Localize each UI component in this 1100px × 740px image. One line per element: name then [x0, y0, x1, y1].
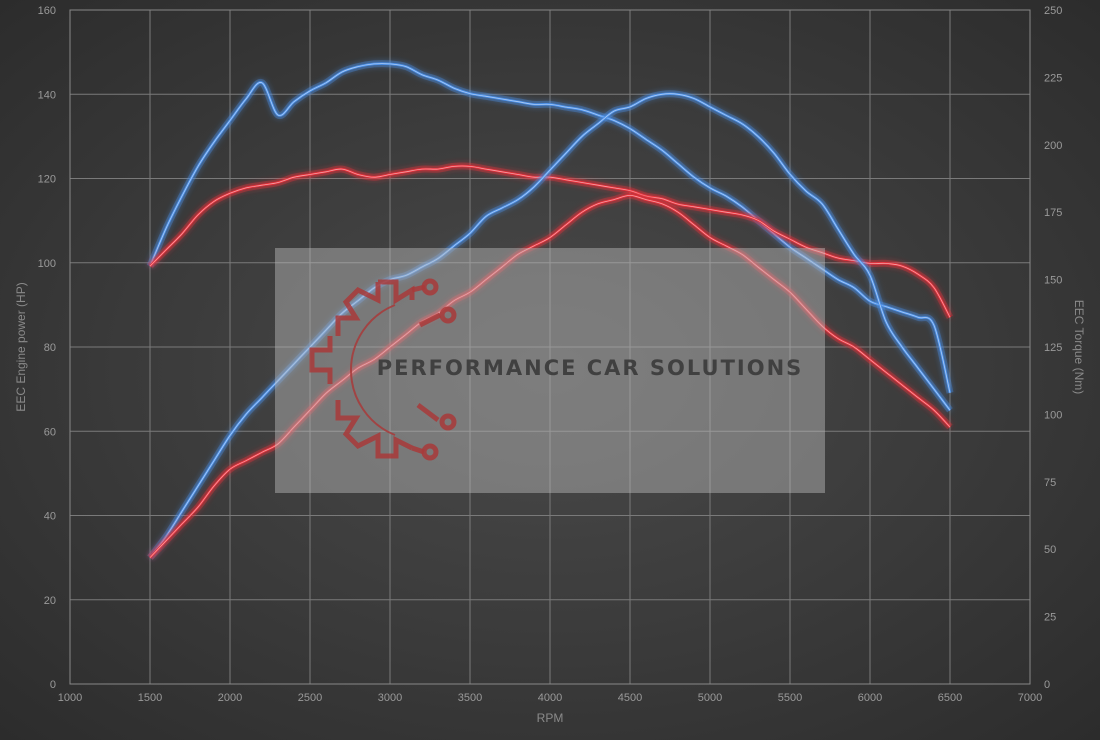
- series-line-3: [147, 90, 953, 560]
- y-right-tick-label: 0: [1044, 679, 1050, 691]
- series-highlight: [149, 63, 951, 393]
- x-tick-label: 5500: [778, 692, 802, 704]
- series-highlight: [149, 194, 951, 558]
- y-left-tick-labels: 0 20 40 60 80 100 120 140 160: [38, 5, 56, 691]
- plot-frame: [69, 9, 1031, 685]
- x-tick-label: 6500: [938, 692, 962, 704]
- series-highlight: [149, 165, 951, 318]
- gear-logo-icon: [309, 278, 457, 461]
- y-left-tick-label: 140: [38, 89, 56, 101]
- watermark-panel: [275, 248, 825, 493]
- y-left-tick-label: 40: [44, 511, 56, 523]
- y-right-tick-label: 100: [1044, 409, 1062, 421]
- y-left-tick-label: 80: [44, 342, 56, 354]
- y-right-axis-title: EEC Torque (Nm): [1072, 300, 1086, 394]
- y-right-tick-label: 50: [1044, 544, 1056, 556]
- x-tick-label: 2500: [298, 692, 322, 704]
- y-right-tick-labels: 0 25 50 75 100 125 150 175 200 225 250: [1044, 5, 1062, 691]
- y-left-tick-label: 60: [44, 426, 56, 438]
- x-tick-label: 5000: [698, 692, 722, 704]
- x-tick-label: 3000: [378, 692, 402, 704]
- x-tick-labels: 1000 1500 2000 2500 3000 3500 4000 4500 5000 5500…: [58, 692, 1042, 704]
- x-tick-label: 3500: [458, 692, 482, 704]
- series-highlight: [149, 93, 951, 558]
- series-line-1: [146, 60, 954, 394]
- x-tick-label: 4500: [618, 692, 642, 704]
- y-right-tick-label: 175: [1044, 207, 1062, 219]
- y-left-tick-label: 20: [44, 595, 56, 607]
- y-left-tick-label: 0: [50, 679, 56, 691]
- y-right-tick-label: 75: [1044, 477, 1056, 489]
- watermark-text: PERFORMANCE CAR SOLUTIONS: [377, 356, 804, 380]
- y-right-tick-label: 225: [1044, 72, 1062, 84]
- x-axis-title: RPM: [537, 711, 564, 725]
- x-tick-label: 4000: [538, 692, 562, 704]
- y-right-tick-label: 200: [1044, 140, 1062, 152]
- x-tick-label: 7000: [1018, 692, 1042, 704]
- y-right-tick-label: 25: [1044, 612, 1056, 624]
- series-lines: [146, 60, 954, 561]
- y-right-tick-label: 150: [1044, 275, 1062, 287]
- watermark: PERFORMANCE CAR SOLUTIONS: [275, 248, 825, 493]
- y-left-tick-label: 120: [38, 174, 56, 186]
- x-tick-label: 1000: [58, 692, 82, 704]
- x-tick-label: 1500: [138, 692, 162, 704]
- y-left-axis-title: EEC Engine power (HP): [14, 282, 28, 411]
- y-right-tick-label: 125: [1044, 342, 1062, 354]
- y-left-tick-label: 160: [38, 5, 56, 17]
- series-line-4: [147, 191, 953, 561]
- plot-area-border: [69, 9, 1031, 685]
- series-line-2: [147, 162, 954, 319]
- x-tick-label: 2000: [218, 692, 242, 704]
- y-right-tick-label: 250: [1044, 5, 1062, 17]
- x-tick-label: 6000: [858, 692, 882, 704]
- y-left-tick-label: 100: [38, 258, 56, 270]
